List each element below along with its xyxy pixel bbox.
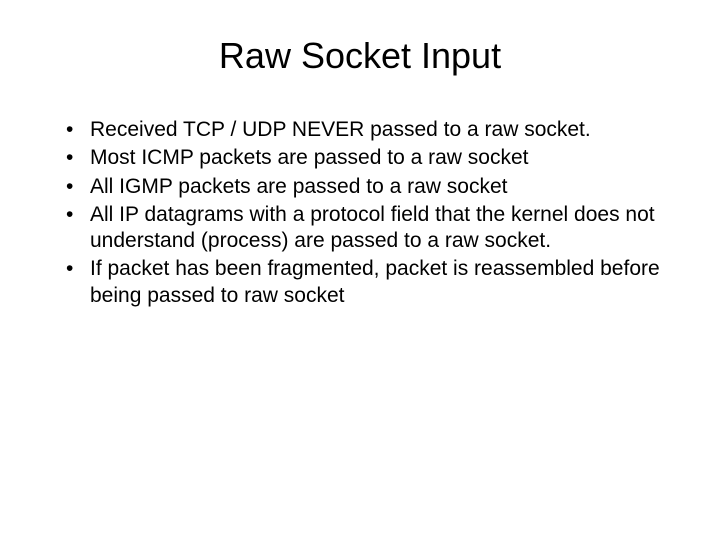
slide-title: Raw Socket Input bbox=[50, 35, 670, 77]
bullet-icon: • bbox=[60, 174, 90, 200]
bullet-text: All IP datagrams with a protocol field t… bbox=[90, 202, 670, 255]
list-item: • All IGMP packets are passed to a raw s… bbox=[60, 174, 670, 200]
slide-container: Raw Socket Input • Received TCP / UDP NE… bbox=[0, 0, 720, 540]
bullet-text: All IGMP packets are passed to a raw soc… bbox=[90, 174, 670, 200]
list-item: • If packet has been fragmented, packet … bbox=[60, 256, 670, 309]
bullet-text: If packet has been fragmented, packet is… bbox=[90, 256, 670, 309]
bullet-icon: • bbox=[60, 117, 90, 143]
list-item: • All IP datagrams with a protocol field… bbox=[60, 202, 670, 255]
bullet-icon: • bbox=[60, 202, 90, 228]
list-item: • Received TCP / UDP NEVER passed to a r… bbox=[60, 117, 670, 143]
bullet-text: Most ICMP packets are passed to a raw so… bbox=[90, 145, 670, 171]
bullet-text: Received TCP / UDP NEVER passed to a raw… bbox=[90, 117, 670, 143]
bullet-icon: • bbox=[60, 145, 90, 171]
list-item: • Most ICMP packets are passed to a raw … bbox=[60, 145, 670, 171]
bullet-list: • Received TCP / UDP NEVER passed to a r… bbox=[50, 117, 670, 309]
bullet-icon: • bbox=[60, 256, 90, 282]
